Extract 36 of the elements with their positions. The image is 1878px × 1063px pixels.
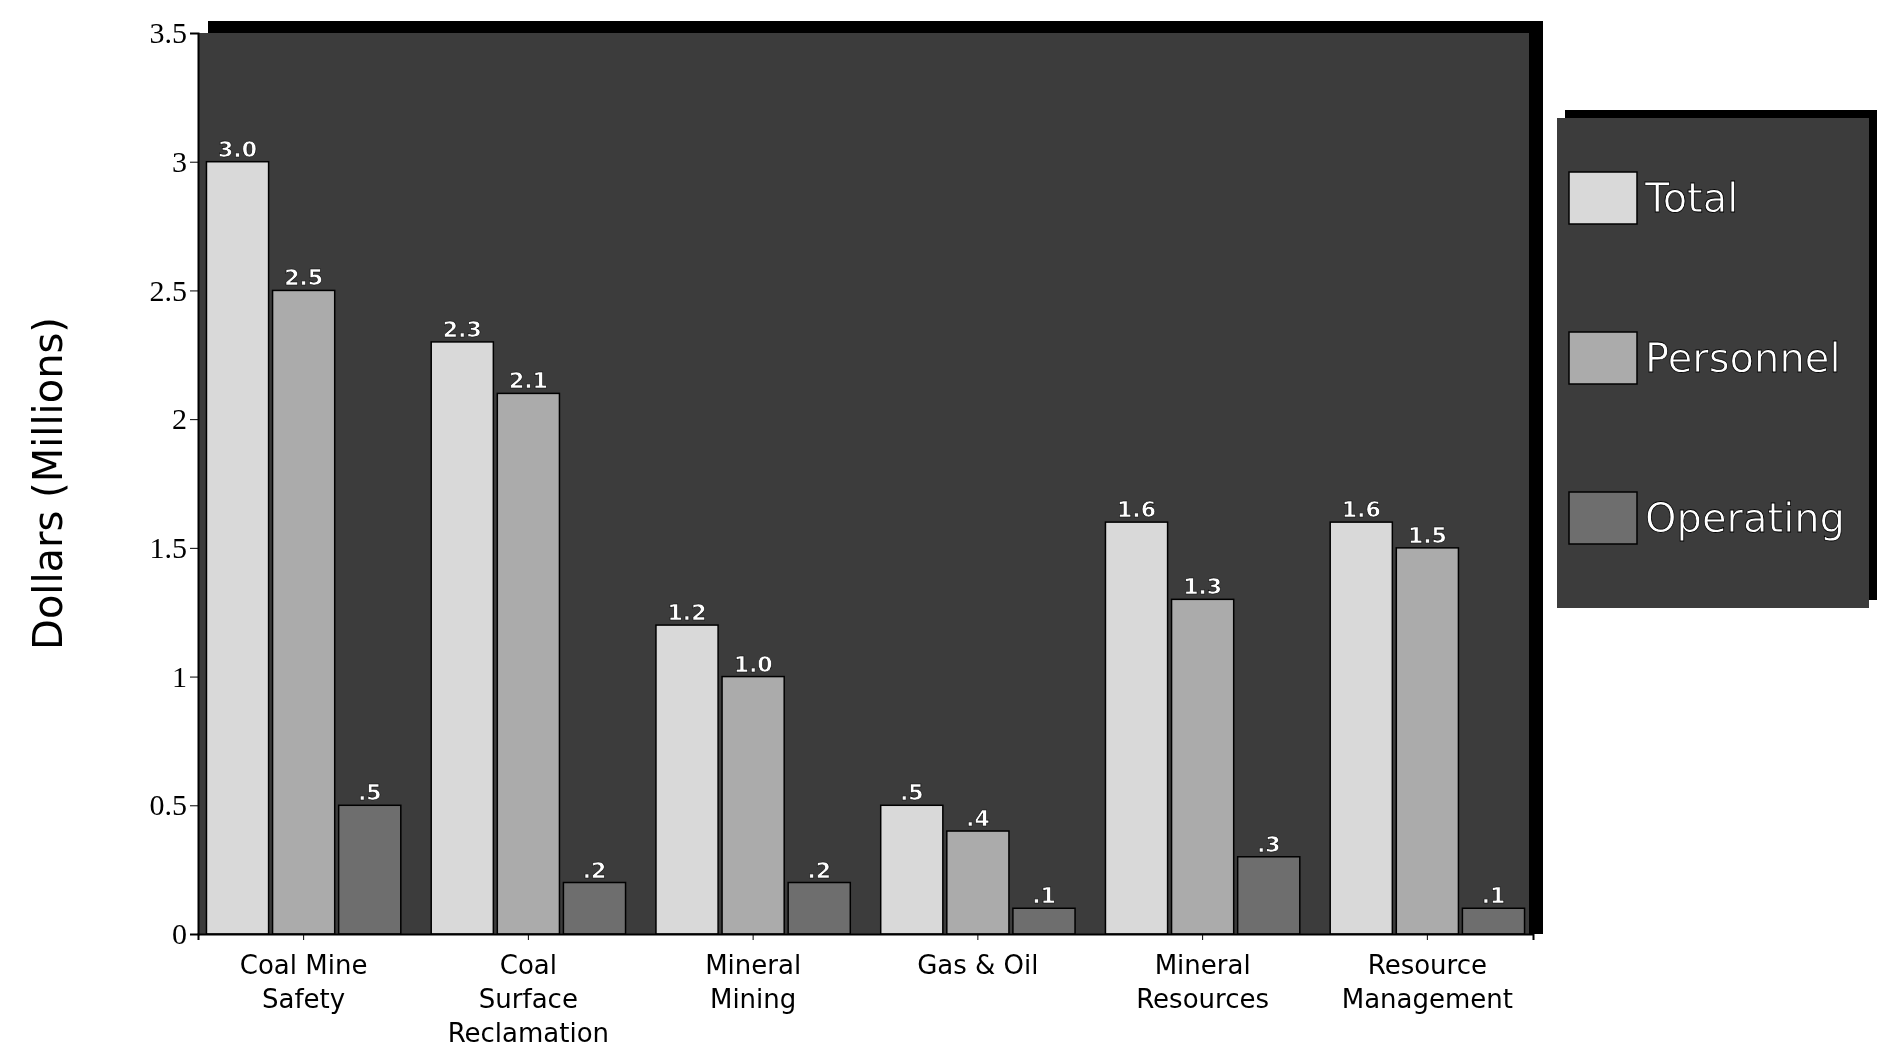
data-label: .3 xyxy=(1256,831,1281,857)
data-label: 2.1 xyxy=(508,368,548,394)
legend-label: Personnel xyxy=(1645,335,1841,381)
x-tick-label: Resource Management xyxy=(1341,950,1514,1014)
data-label: .1 xyxy=(1481,883,1506,909)
x-tick-label: Mineral Resources xyxy=(1136,950,1270,1014)
data-label: 1.0 xyxy=(733,651,773,677)
y-tick-label: 0.5 xyxy=(149,788,187,822)
y-axis-title: Dollars (Millions) xyxy=(25,317,71,650)
x-tick-label: Coal Mine Safety xyxy=(239,950,368,1014)
data-label: .2 xyxy=(807,857,832,883)
data-label: 1.6 xyxy=(1117,497,1157,523)
y-tick-label: 3 xyxy=(172,144,187,178)
data-label: 1.5 xyxy=(1407,522,1447,548)
x-tick-label: Gas & Oil xyxy=(917,950,1039,980)
y-tick-label: 1 xyxy=(172,659,187,693)
data-label: .5 xyxy=(899,780,924,806)
x-tick-label: Coal Surface Reclamation xyxy=(447,950,610,1048)
y-tick-label: 0 xyxy=(172,917,187,951)
data-label: .5 xyxy=(357,780,382,806)
y-tick-label: 1.5 xyxy=(149,530,187,564)
data-label: 1.6 xyxy=(1341,497,1381,523)
legend-label: Operating xyxy=(1645,495,1845,541)
data-label: .1 xyxy=(1032,883,1056,909)
data-label: 2.3 xyxy=(442,316,482,342)
data-label: 2.5 xyxy=(284,265,324,291)
data-label: 1.3 xyxy=(1183,574,1223,600)
y-tick-label: 2.5 xyxy=(149,273,187,307)
data-label: .4 xyxy=(966,806,990,832)
y-tick-label: 3.5 xyxy=(149,16,187,50)
legend-label: Total xyxy=(1644,175,1739,221)
data-label: 1.2 xyxy=(667,600,707,626)
y-tick-label: 2 xyxy=(172,402,187,436)
data-label: 3.0 xyxy=(218,136,258,162)
x-tick-label: Mineral Mining xyxy=(705,950,802,1014)
data-label: .2 xyxy=(582,857,607,883)
